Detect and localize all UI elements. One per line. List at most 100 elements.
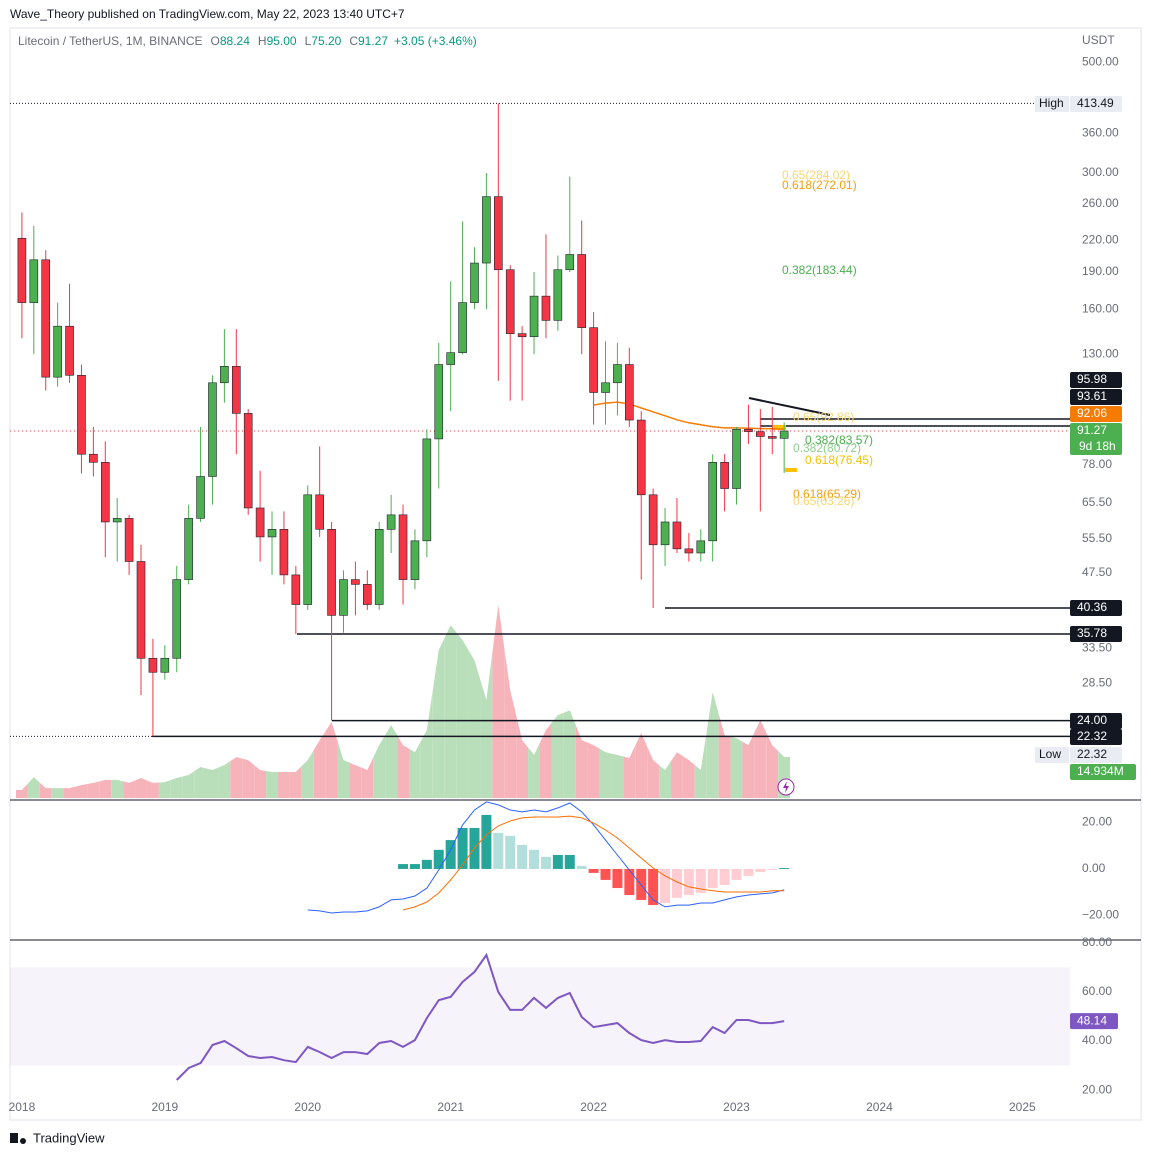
candle-body [89, 453, 98, 463]
fib-label: 0.382(83.57) [805, 433, 873, 447]
brand: TradingView [33, 1130, 105, 1145]
legend-key: H [258, 34, 267, 48]
fib-marker [772, 425, 786, 430]
volume-area [671, 752, 683, 798]
macd-histogram-bar [445, 840, 456, 869]
candle-body [589, 327, 598, 393]
logo-mark [20, 1138, 26, 1144]
volume-area [289, 766, 302, 798]
candle-body [315, 494, 324, 530]
symbol: Litecoin / TetherUS, 1M, BINANCE [18, 34, 203, 48]
volume-area [51, 788, 64, 798]
y-tick-label: 47.50 [1082, 565, 1112, 579]
candle-body [744, 428, 753, 432]
candle-body [291, 574, 301, 605]
volume-area [623, 745, 636, 798]
volume-area [432, 637, 445, 798]
volume-area [277, 771, 290, 798]
macd-histogram-bar [624, 868, 635, 896]
volume-area [706, 692, 719, 798]
volume-area [63, 786, 76, 798]
candle-body [494, 196, 503, 271]
candle-body [482, 196, 491, 264]
volume-area [15, 783, 28, 798]
x-tick-label: 2019 [151, 1100, 178, 1114]
volume-area [551, 712, 564, 798]
macd-histogram-bar [612, 868, 623, 889]
macd-histogram-bar [660, 868, 671, 903]
volume-area [301, 750, 314, 798]
candle-body [625, 364, 634, 421]
legend-value: 75.20 [311, 34, 341, 48]
candle-body [148, 657, 158, 673]
price-label: 22.32 [1077, 747, 1107, 761]
candle-body [636, 419, 646, 496]
y-tick-label: 260.00 [1082, 196, 1119, 210]
price-label: 40.36 [1077, 600, 1107, 614]
macd-histogram-bar [505, 835, 516, 869]
candle-body [363, 584, 372, 605]
volume-area [373, 735, 386, 798]
volume-area [659, 761, 672, 798]
tag-box [1035, 96, 1069, 112]
y-tick-label: 190.00 [1082, 264, 1119, 278]
candle-body [41, 259, 51, 378]
macd-histogram-bar [719, 868, 730, 886]
price-label: 22.32 [1077, 729, 1107, 743]
candle-body [267, 529, 277, 538]
x-tick-label: 2020 [294, 1100, 321, 1114]
candle-body [160, 657, 170, 673]
candle-body [577, 254, 586, 328]
price-label: 92.06 [1077, 406, 1107, 420]
volume-area [254, 765, 267, 798]
moving-average [593, 401, 785, 430]
legend: Litecoin / TetherUS, 1M, BINANCE O88.24 H9… [18, 34, 477, 48]
frame [9, 27, 1142, 1121]
candle-body [53, 325, 62, 378]
candle-body [351, 579, 360, 585]
candle-body [565, 254, 575, 271]
candle-body [29, 259, 39, 303]
candle-body [470, 262, 479, 303]
price-label: 95.98 [1077, 372, 1107, 386]
price-label: 93.61 [1077, 389, 1107, 403]
volume-area [528, 742, 540, 798]
macd-histogram-bar [564, 854, 575, 869]
price-label-box [1070, 713, 1122, 729]
macd-histogram-bar [398, 864, 409, 869]
y-tick-label: 78.00 [1082, 457, 1112, 471]
x-tick-label: 2022 [580, 1100, 607, 1114]
trend-line [748, 397, 831, 416]
y-tick-label: 80.00 [1082, 935, 1112, 949]
currency: USDT [1082, 33, 1115, 47]
price-label-box [1070, 96, 1122, 112]
y-tick-label: 220.00 [1082, 232, 1119, 246]
candle-body [124, 518, 134, 562]
candle-body [374, 529, 384, 605]
price-label-box [1070, 729, 1122, 745]
macd-histogram-bar [731, 868, 742, 880]
fib-label: 0.65(284.02) [782, 168, 850, 182]
x-tick-label: 2023 [723, 1100, 750, 1114]
macd-histogram-bar [433, 849, 444, 869]
alert-icon[interactable] [777, 778, 795, 796]
candle-body [541, 295, 551, 321]
y-tick-label: 160.00 [1082, 301, 1119, 315]
alert-bolt[interactable] [783, 781, 789, 793]
rsi-line [175, 952, 785, 1081]
macd-histogram-bar [588, 868, 599, 873]
legend-key: L [305, 34, 312, 48]
volume-label-box [1070, 764, 1136, 780]
volume-area [480, 652, 493, 798]
legend-value: 91.27 [358, 34, 388, 48]
x-tick-label: 2021 [437, 1100, 464, 1114]
volume-area [242, 758, 255, 798]
candle-body [517, 333, 527, 337]
volume-area [730, 736, 743, 798]
legend-value: 88.24 [220, 34, 250, 48]
volume-area [123, 780, 136, 798]
volume-area [468, 650, 481, 798]
volume-area [361, 757, 374, 798]
volume-area [516, 715, 529, 798]
tag-box [1035, 747, 1069, 763]
